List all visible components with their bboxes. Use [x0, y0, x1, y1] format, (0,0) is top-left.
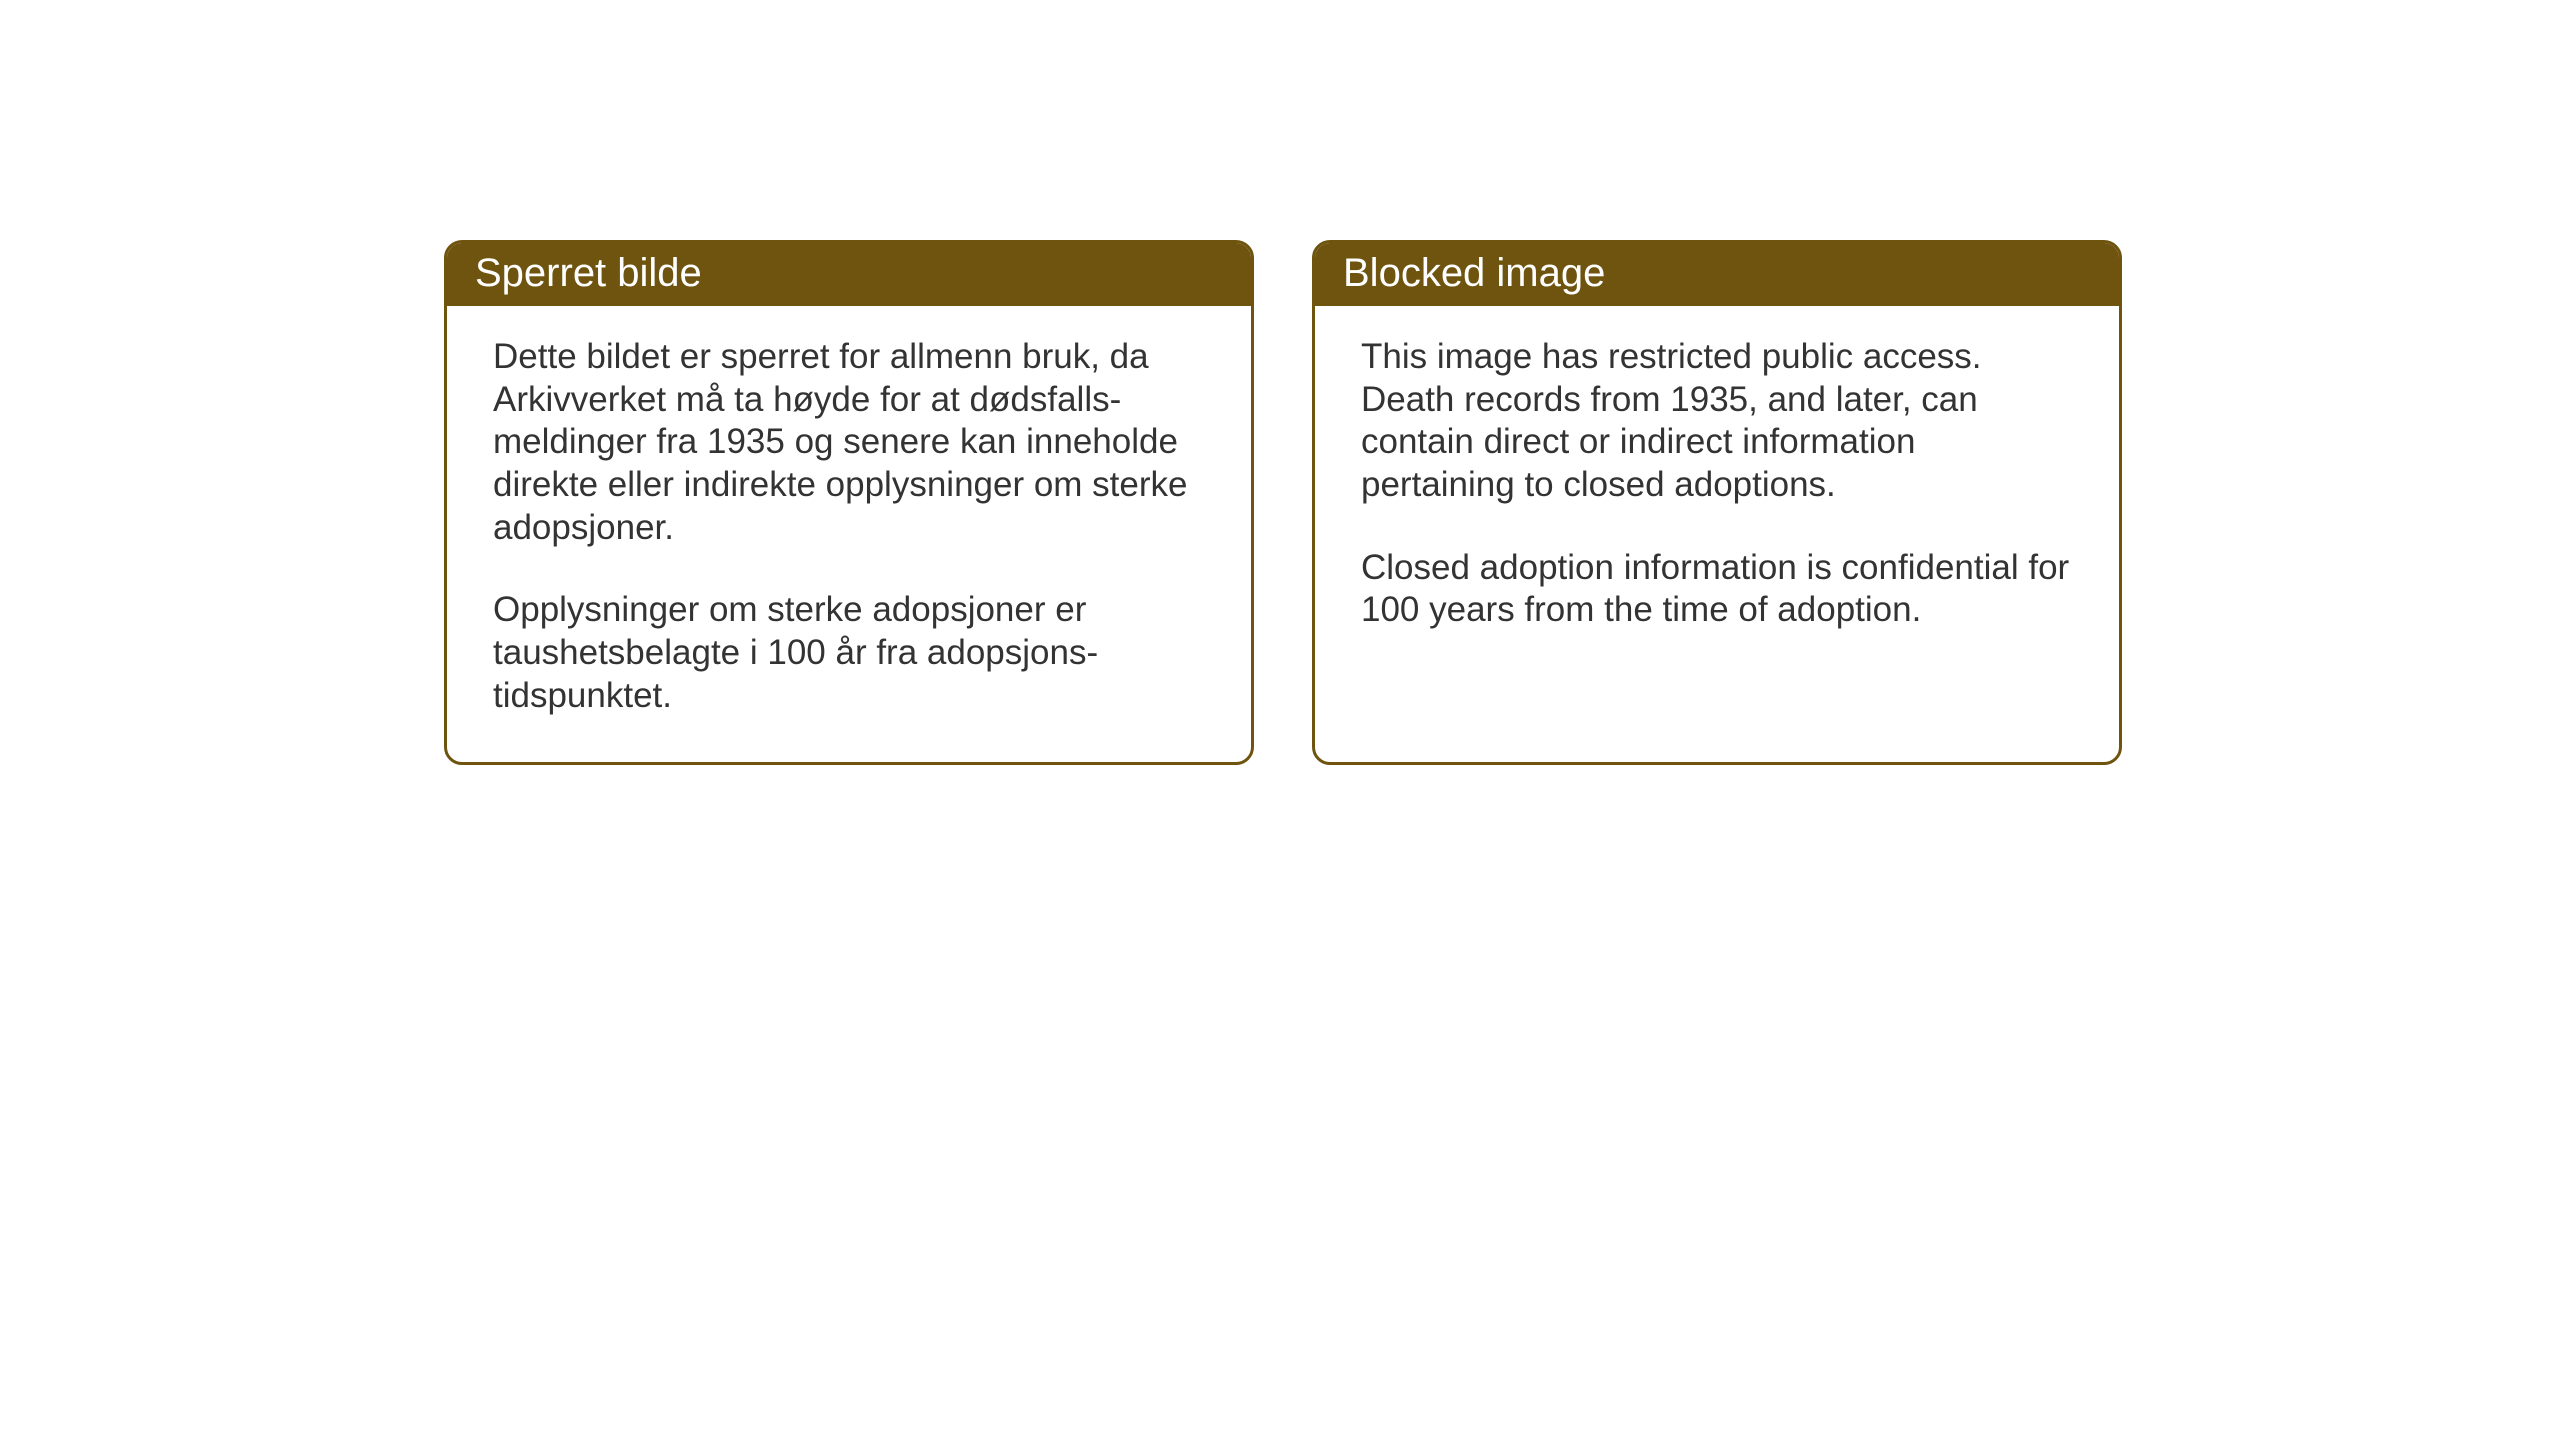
notice-paragraph-1-english: This image has restricted public access.… [1361, 336, 2073, 507]
notice-title-english: Blocked image [1343, 251, 1605, 295]
notice-body-english: This image has restricted public access.… [1315, 306, 2119, 762]
notice-box-english: Blocked image This image has restricted … [1312, 240, 2122, 765]
notice-body-norwegian: Dette bildet er sperret for allmenn bruk… [447, 306, 1251, 762]
notice-header-norwegian: Sperret bilde [447, 243, 1251, 306]
notice-container: Sperret bilde Dette bildet er sperret fo… [444, 240, 2122, 765]
notice-header-english: Blocked image [1315, 243, 2119, 306]
notice-paragraph-2-norwegian: Opplysninger om sterke adopsjoner er tau… [493, 589, 1205, 717]
notice-paragraph-1-norwegian: Dette bildet er sperret for allmenn bruk… [493, 336, 1205, 549]
notice-title-norwegian: Sperret bilde [475, 251, 702, 295]
notice-box-norwegian: Sperret bilde Dette bildet er sperret fo… [444, 240, 1254, 765]
notice-paragraph-2-english: Closed adoption information is confident… [1361, 547, 2073, 632]
